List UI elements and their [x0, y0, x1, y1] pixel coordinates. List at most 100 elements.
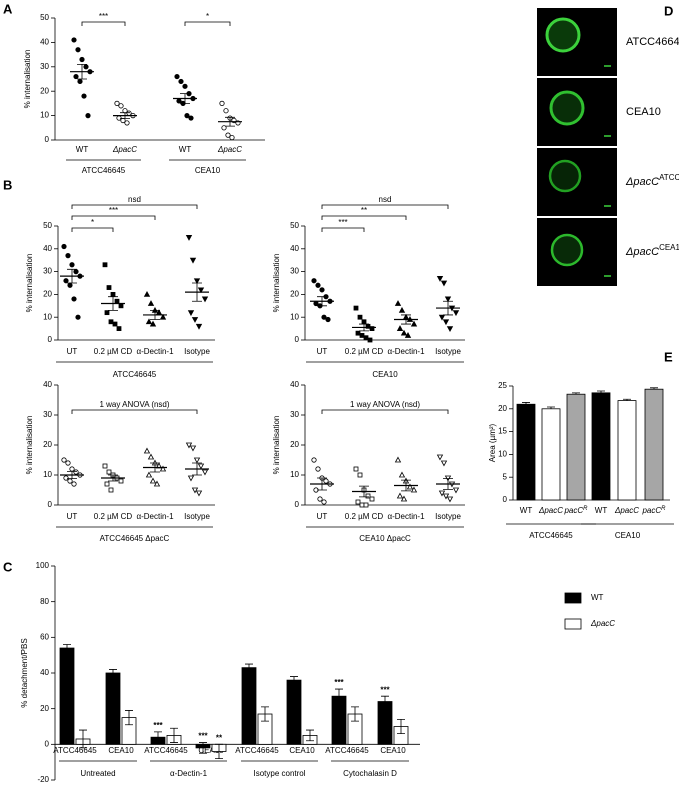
point [182, 83, 188, 89]
panel-letter: E [664, 349, 673, 364]
point [223, 108, 229, 114]
point [75, 47, 81, 53]
bracket-label: *** [99, 12, 108, 21]
y-tick-label: 0 [45, 739, 50, 748]
point [63, 475, 69, 481]
panel-letter: A [3, 1, 13, 16]
x-tick-label: α-Dectin-1 [387, 512, 425, 521]
y-tick-label: 10 [43, 312, 52, 321]
point [81, 93, 87, 99]
group-label: α-Dectin-1 [170, 769, 208, 778]
point [438, 314, 446, 321]
superscript: R [583, 506, 588, 512]
y-tick-label: 0 [45, 135, 50, 144]
bar [516, 403, 536, 501]
category: ATCC46645 [53, 746, 97, 755]
error-bar [108, 474, 118, 482]
category: Isotype [184, 347, 210, 356]
point [153, 480, 161, 487]
x-tick-label: ATCC46645 [325, 746, 369, 755]
point [396, 492, 404, 499]
error-bar [108, 296, 118, 311]
error-bar [306, 729, 314, 742]
point [452, 310, 460, 317]
x-tick-label: 0.2 µM CD [345, 512, 384, 521]
point [369, 326, 375, 332]
group-label: Untreated [80, 769, 115, 778]
point [400, 329, 408, 336]
bracket-label: nsd [128, 195, 141, 204]
bracket [184, 21, 231, 26]
bracket [71, 227, 114, 232]
point [185, 235, 193, 241]
y-tick-label: 5 [503, 472, 508, 481]
error-bar [67, 471, 77, 479]
bracket-label: ** [361, 206, 367, 215]
point [442, 319, 450, 326]
point [120, 117, 126, 124]
point [188, 115, 194, 121]
bracket-label: 1 way ANOVA (nsd) [350, 400, 420, 409]
x-tick-label: UT [317, 512, 328, 521]
x-tick-label: pacCR [563, 506, 588, 516]
point [317, 496, 323, 502]
panel-letter: B [3, 177, 12, 192]
x-tick-label: Isotype [435, 347, 461, 356]
error-bar [290, 676, 298, 685]
point [71, 481, 77, 487]
error-bar [317, 296, 327, 307]
category: 0.2 µM CD [94, 347, 133, 356]
y-tick-label: 50 [40, 13, 49, 22]
point [106, 285, 112, 290]
x-tick-label: ΔpacC [538, 506, 563, 515]
point [114, 298, 120, 304]
point [452, 487, 460, 494]
x-tick-label: CEA10 [289, 746, 315, 755]
x-tick-label: ΔpacC [112, 145, 137, 154]
point [197, 287, 205, 294]
category: WT [76, 145, 89, 154]
x-tick-label: α-Dectin-1 [387, 347, 425, 356]
category: Isotype [184, 512, 210, 521]
category: α-Dectin-1 [136, 512, 174, 521]
error-bar [192, 462, 202, 476]
bracket-label: nsd [379, 195, 392, 204]
y-tick-label: 25 [498, 381, 507, 390]
point [118, 103, 124, 109]
cell [549, 90, 585, 126]
y-tick-label: 40 [43, 380, 52, 389]
bar [591, 392, 611, 501]
legend-swatch [564, 592, 582, 604]
legend-swatch [564, 618, 582, 630]
point [71, 296, 77, 302]
x-tick-label: α-Dectin-1 [136, 347, 174, 356]
group-label: CEA10 [195, 166, 221, 175]
y-tick-label: -20 [37, 775, 49, 784]
x-tick-label: CEA10 [198, 746, 224, 755]
group-label: ATCC46645 [529, 531, 573, 540]
y-tick-label: 10 [290, 470, 299, 479]
category: ATCC46645 [144, 746, 188, 755]
superscript: ATCC [659, 173, 679, 182]
category: 0.2 µM CD [345, 512, 384, 521]
bar [566, 393, 586, 501]
significance: *** [198, 732, 208, 741]
point [398, 306, 406, 313]
y-tick-label: 20 [43, 290, 52, 299]
point [108, 487, 114, 493]
superscript: R [661, 506, 666, 512]
y-tick-label: 20 [43, 440, 52, 449]
category: ΔpacC [614, 506, 639, 515]
y-tick-label: 60 [40, 632, 49, 641]
y-axis-label: % detachment/PBS [20, 638, 29, 707]
point [440, 280, 448, 287]
point [311, 278, 317, 284]
error-bar [120, 112, 130, 119]
point [71, 37, 77, 43]
error-bar [67, 268, 77, 284]
x-tick-label: ATCC46645 [235, 746, 279, 755]
point [357, 314, 363, 320]
category: CEA10 [289, 746, 315, 755]
y-tick-label: 0 [503, 495, 508, 504]
point [159, 465, 167, 472]
